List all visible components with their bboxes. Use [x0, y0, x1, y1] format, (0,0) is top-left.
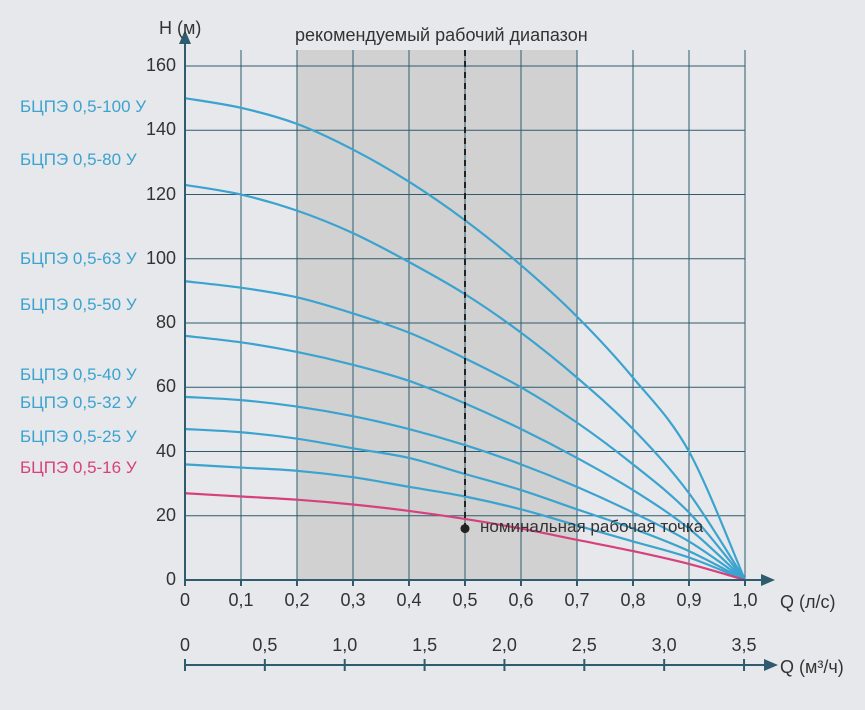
x-tick-label-m3h: 3,0: [646, 635, 682, 656]
x-tick-label-ls: 0,9: [671, 590, 707, 611]
y-tick-label: 20: [140, 505, 176, 526]
x-tick-label-ls: 0,3: [335, 590, 371, 611]
x-tick-label-m3h: 1,5: [407, 635, 443, 656]
series-label: БЦПЭ 0,5-100 У: [20, 97, 146, 117]
x-tick-label-m3h: 3,5: [726, 635, 762, 656]
series-label: БЦПЭ 0,5-63 У: [20, 249, 137, 269]
x-tick-label-ls: 0: [167, 590, 203, 611]
x-tick-label-m3h: 0: [167, 635, 203, 656]
x-tick-label-ls: 0,2: [279, 590, 315, 611]
y-axis-label: Н (м): [159, 18, 201, 39]
y-tick-label: 160: [140, 55, 176, 76]
x-axis-label-m3h: Q (м³/ч): [780, 657, 844, 678]
x-tick-label-ls: 0,6: [503, 590, 539, 611]
y-tick-label: 80: [140, 312, 176, 333]
series-label: БЦПЭ 0,5-25 У: [20, 427, 137, 447]
x-axis2-arrow-icon: [764, 659, 778, 671]
x-tick-label-m3h: 2,0: [486, 635, 522, 656]
x-tick-label-ls: 1,0: [727, 590, 763, 611]
x-tick-label-m3h: 0,5: [247, 635, 283, 656]
y-tick-label: 120: [140, 184, 176, 205]
x-tick-label-ls: 0,5: [447, 590, 483, 611]
series-label: БЦПЭ 0,5-40 У: [20, 365, 137, 385]
series-label: БЦПЭ 0,5-16 У: [20, 458, 137, 478]
y-tick-label: 140: [140, 119, 176, 140]
y-tick-label: 60: [140, 376, 176, 397]
y-tick-label: 0: [140, 569, 176, 590]
x-tick-label-ls: 0,8: [615, 590, 651, 611]
x-tick-label-ls: 0,4: [391, 590, 427, 611]
y-tick-label: 100: [140, 248, 176, 269]
series-label: БЦПЭ 0,5-80 У: [20, 150, 137, 170]
y-tick-label: 40: [140, 441, 176, 462]
series-label: БЦПЭ 0,5-50 У: [20, 295, 137, 315]
x-tick-label-m3h: 1,0: [327, 635, 363, 656]
series-label: БЦПЭ 0,5-32 У: [20, 393, 137, 413]
x-tick-label-m3h: 2,5: [566, 635, 602, 656]
x-tick-label-ls: 0,1: [223, 590, 259, 611]
nominal-point-marker: [461, 524, 470, 533]
subtitle-range: рекомендуемый рабочий диапазон: [295, 25, 588, 46]
x-tick-label-ls: 0,7: [559, 590, 595, 611]
x-axis-label-ls: Q (л/с): [780, 592, 836, 613]
x-axis-arrow-icon: [761, 574, 775, 586]
nominal-point-label: номинальная рабочая точка: [480, 517, 703, 537]
